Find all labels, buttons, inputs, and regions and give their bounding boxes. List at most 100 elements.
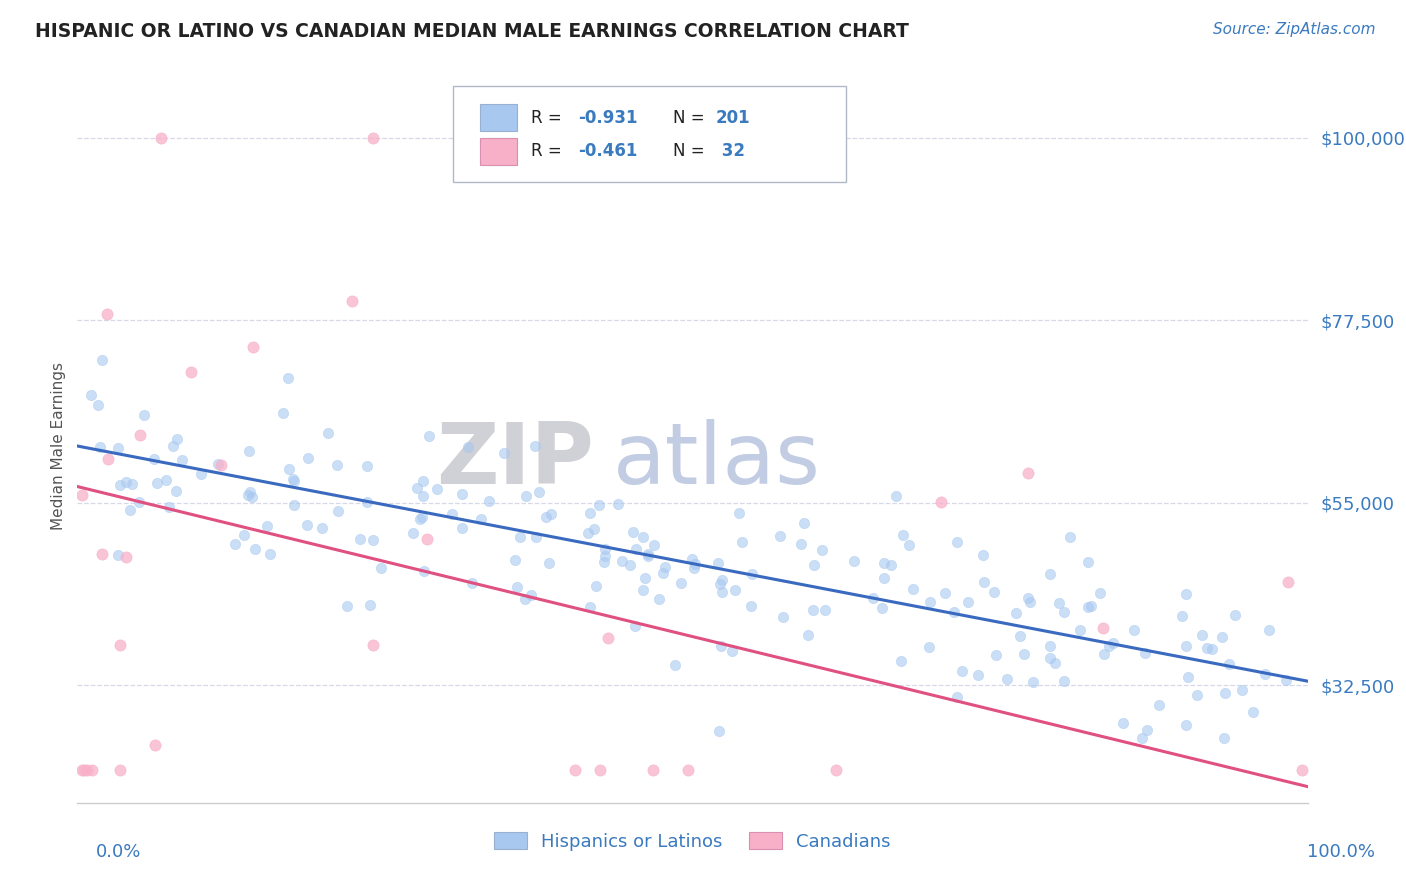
Point (1019, 594, 1042, 608)
Point (415, 532, 437, 546)
Point (224, 537, 246, 551)
Point (70, 764, 93, 778)
Point (513, 592, 536, 607)
FancyBboxPatch shape (453, 86, 846, 182)
Point (509, 530, 531, 544)
Point (986, 648, 1008, 662)
Point (891, 528, 914, 542)
Point (1195, 641, 1218, 656)
Point (811, 542, 834, 557)
Point (1171, 609, 1194, 624)
Point (166, 432, 188, 446)
Point (707, 556, 730, 570)
Point (87, 398, 110, 412)
Point (1174, 587, 1197, 601)
Point (412, 489, 434, 503)
Point (1077, 555, 1099, 569)
Point (534, 510, 557, 524)
Point (80, 764, 103, 778)
Point (259, 547, 281, 561)
Point (129, 428, 152, 442)
Point (515, 489, 537, 503)
Point (1022, 675, 1045, 690)
Text: -0.461: -0.461 (578, 143, 637, 161)
Point (710, 585, 733, 599)
Point (370, 561, 392, 575)
Point (426, 482, 449, 496)
Point (967, 667, 990, 681)
Point (311, 521, 333, 535)
Point (180, 365, 202, 379)
Point (683, 558, 706, 572)
Point (121, 476, 143, 491)
Point (170, 452, 193, 467)
Point (1149, 698, 1171, 713)
Point (128, 495, 150, 509)
Point (492, 446, 515, 460)
Point (790, 537, 813, 551)
Text: Source: ZipAtlas.com: Source: ZipAtlas.com (1212, 22, 1375, 37)
Point (709, 724, 731, 739)
Point (470, 512, 492, 526)
Point (361, 131, 384, 145)
Point (1174, 639, 1197, 653)
Point (142, 451, 165, 466)
Point (1098, 639, 1121, 653)
Point (741, 567, 763, 582)
Point (654, 560, 676, 574)
Point (956, 595, 979, 609)
Point (107, 442, 129, 456)
Point (110, 638, 132, 652)
Point (671, 576, 693, 591)
Point (1257, 623, 1279, 637)
Point (582, 522, 605, 536)
Point (90, 547, 112, 561)
Point (728, 506, 751, 520)
Text: N =: N = (673, 143, 710, 161)
Point (641, 764, 664, 778)
Point (585, 579, 607, 593)
Point (70, 488, 93, 502)
Point (623, 524, 645, 539)
Point (1177, 670, 1199, 684)
Text: 0.0%: 0.0% (96, 843, 141, 861)
Point (80, 388, 103, 402)
Point (150, 131, 173, 145)
Point (409, 512, 432, 526)
Point (356, 459, 378, 474)
Point (243, 541, 266, 556)
Point (576, 526, 599, 541)
Point (1218, 657, 1240, 671)
Point (652, 566, 675, 580)
Point (793, 516, 815, 531)
Text: -0.931: -0.931 (578, 109, 637, 127)
Point (524, 439, 547, 453)
Point (918, 595, 941, 609)
Point (813, 602, 835, 616)
Point (450, 521, 472, 535)
Point (720, 644, 742, 658)
Point (412, 474, 434, 488)
Point (803, 558, 825, 573)
Point (281, 472, 304, 486)
Point (769, 529, 792, 543)
Point (870, 601, 893, 615)
Point (236, 488, 259, 502)
Point (440, 507, 463, 521)
Point (328, 504, 350, 518)
Point (76, 763, 98, 777)
Point (361, 533, 384, 548)
Point (595, 549, 617, 563)
Point (950, 664, 973, 678)
Point (457, 440, 479, 454)
Point (115, 550, 138, 565)
Point (1077, 599, 1099, 614)
Point (973, 575, 995, 590)
Point (1012, 647, 1035, 661)
Point (233, 528, 256, 542)
Point (1277, 574, 1299, 589)
Point (402, 525, 425, 540)
Point (316, 425, 339, 440)
Point (451, 487, 474, 501)
Text: atlas: atlas (613, 418, 821, 502)
